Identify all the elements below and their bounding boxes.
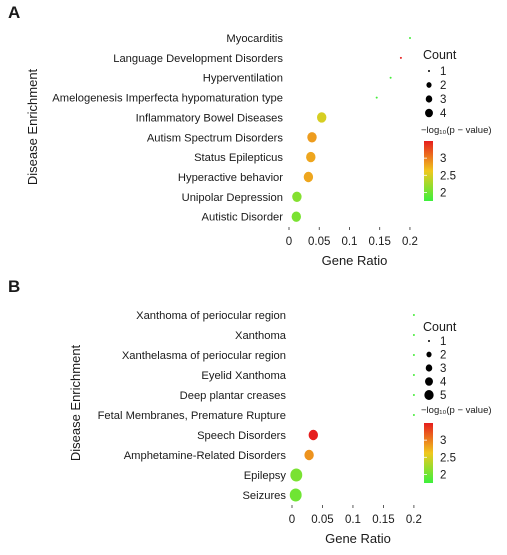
x-tick-label: 0.1 — [345, 514, 361, 526]
size-legend-key — [425, 108, 433, 118]
data-point — [409, 37, 411, 39]
data-point — [303, 171, 314, 183]
color-bar — [424, 141, 433, 201]
category-label: Xanthoma of periocular region — [136, 310, 286, 322]
category-label: Myocarditis — [226, 33, 283, 45]
data-point — [304, 449, 314, 461]
data-point — [412, 414, 415, 416]
category-label: Inflammatory Bowel Diseases — [136, 112, 284, 124]
category-label: Epilepsy — [244, 470, 287, 482]
size-legend-label: 1 — [440, 336, 446, 348]
data-point — [389, 76, 392, 79]
x-tick-label: 0.05 — [308, 236, 330, 248]
x-axis-title: Gene Ratio — [322, 253, 388, 268]
category-label: Hyperventilation — [203, 73, 283, 85]
size-legend-key — [425, 377, 433, 386]
data-point — [290, 468, 303, 482]
color-legend: −log₁₀(p − value) 3 2.5 2 — [421, 405, 492, 483]
data-point — [317, 112, 327, 123]
x-tick-label: 0.2 — [402, 236, 418, 248]
category-label: Fetal Membranes, Premature Rupture — [98, 410, 286, 422]
x-tick-label: 0.15 — [372, 514, 394, 526]
size-legend-title: Count — [423, 48, 457, 62]
size-legend-label: 4 — [440, 108, 447, 120]
x-tick-label: 0 — [289, 514, 295, 526]
data-point — [289, 488, 302, 502]
color-tick-label: 2 — [440, 187, 446, 199]
data-point — [412, 394, 415, 396]
x-tick-label: 0.1 — [341, 236, 357, 248]
size-legend: Count 1 23 45 — [423, 320, 457, 402]
data-point — [306, 151, 316, 163]
size-legend: Count 1 2 3 4 — [423, 48, 457, 120]
size-legend-key — [428, 340, 430, 342]
data-point — [307, 132, 317, 143]
size-legend-label: 3 — [440, 363, 446, 375]
size-legend-key — [428, 70, 430, 72]
data-point — [412, 314, 415, 316]
panel-letter: A — [8, 3, 20, 22]
category-label: Amphetamine-Related Disorders — [124, 450, 287, 462]
x-tick-label: 0.15 — [369, 236, 391, 248]
panel-a: A Disease Enrichment Myocarditis Language D… — [8, 3, 492, 268]
panel-b: B Disease Enrichment Xanthoma of periocula… — [8, 277, 492, 546]
color-tick-label: 2 — [440, 469, 446, 481]
size-legend-label: 5 — [440, 390, 446, 402]
data-point — [412, 374, 415, 376]
size-legend-key — [426, 82, 432, 88]
category-label: Xanthoma — [235, 330, 287, 342]
data-point — [412, 354, 415, 356]
size-legend-key — [425, 95, 433, 103]
size-legend-label: 1 — [440, 66, 446, 78]
color-tick-label: 2.5 — [440, 170, 456, 182]
size-legend-label: 3 — [440, 94, 446, 106]
x-tick-label: 0.05 — [311, 514, 333, 526]
category-label: Deep plantar creases — [180, 390, 287, 402]
category-label: Unipolar Depression — [182, 192, 283, 204]
category-label: Autism Spectrum Disorders — [147, 132, 284, 144]
data-point — [291, 211, 301, 222]
y-axis-title: Disease Enrichment — [68, 344, 83, 461]
data-point — [399, 56, 402, 59]
size-legend-key — [426, 351, 432, 358]
color-legend-title: −log₁₀(p − value) — [421, 405, 492, 416]
category-label: Xanthelasma of periocular region — [122, 350, 286, 362]
category-label: Amelogenesis Imperfecta hypomaturation t… — [52, 93, 283, 105]
category-label: Seizures — [242, 490, 286, 502]
color-tick-label: 2.5 — [440, 452, 456, 464]
category-label: Eyelid Xanthoma — [201, 370, 286, 382]
data-point — [375, 96, 378, 99]
color-legend-title: −log₁₀(p − value) — [421, 125, 492, 136]
x-tick-label: 0 — [286, 236, 292, 248]
panel-letter: B — [8, 277, 20, 296]
size-legend-title: Count — [423, 320, 457, 334]
category-label: Autistic Disorder — [202, 212, 284, 224]
category-label: Status Epilepticus — [194, 152, 283, 164]
x-axis-title: Gene Ratio — [325, 531, 391, 546]
data-point — [412, 334, 415, 336]
color-tick-label: 3 — [440, 153, 446, 165]
data-point — [292, 191, 302, 202]
category-label: Hyperactive behavior — [178, 172, 283, 184]
y-axis-title: Disease Enrichment — [25, 68, 40, 185]
x-tick-label: 0.2 — [406, 514, 422, 526]
size-legend-key — [425, 364, 433, 372]
size-legend-label: 2 — [440, 350, 446, 362]
size-legend-key — [424, 389, 434, 401]
category-label: Language Development Disorders — [113, 53, 283, 65]
size-legend-label: 2 — [440, 80, 446, 92]
category-label: Speech Disorders — [197, 430, 286, 442]
color-bar — [424, 423, 433, 483]
color-legend: −log₁₀(p − value) 3 2.5 2 — [421, 125, 492, 201]
size-legend-label: 4 — [440, 377, 447, 389]
data-point — [308, 429, 318, 441]
color-tick-label: 3 — [440, 435, 446, 447]
